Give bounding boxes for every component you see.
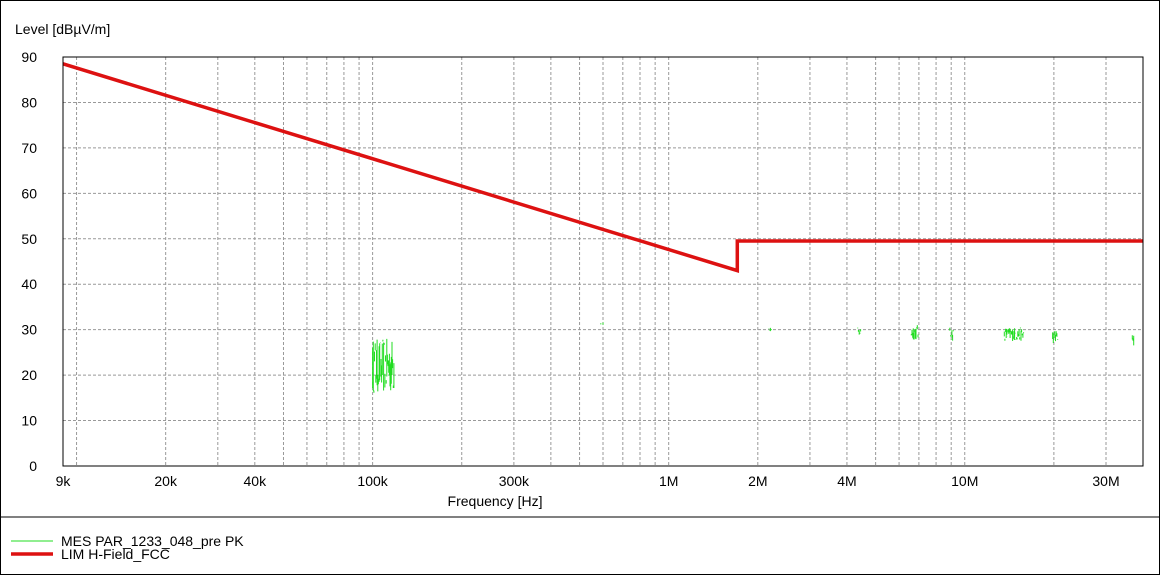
legend-entry-label: MES PAR_1233_048_pre PK: [61, 533, 244, 549]
measurement-cluster: [1003, 327, 1025, 341]
y-tick-label: 10: [21, 413, 37, 429]
x-tick-label: 100k: [357, 473, 388, 489]
measurement-cluster: [768, 327, 772, 332]
y-tick-label: 70: [21, 140, 37, 156]
legend-entry-label: LIM H-Field_FCC: [61, 546, 170, 562]
y-tick-label: 50: [21, 231, 37, 247]
measurement-cluster: [949, 327, 954, 341]
measurement-cluster: [1052, 331, 1059, 343]
measurement-cluster: [1131, 335, 1135, 346]
y-axis-label: Level [dBµV/m]: [15, 21, 110, 37]
y-tick-label: 30: [21, 322, 37, 338]
x-tick-label: 1M: [659, 473, 678, 489]
y-tick-label: 20: [21, 367, 37, 383]
x-tick-label: 40k: [244, 473, 268, 489]
measurement-cluster: [372, 338, 395, 393]
y-tick-label: 90: [21, 49, 37, 65]
x-tick-label: 9k: [56, 473, 72, 489]
y-tick-labels: 0 10 20 30 40 50 60 70 80 90: [21, 49, 37, 474]
x-tick-label: 20k: [154, 473, 178, 489]
measurement-cluster: [857, 327, 862, 335]
series-layer: [62, 62, 1143, 393]
x-tick-label: 2M: [748, 473, 767, 489]
y-tick-label: 0: [29, 458, 37, 474]
x-tick-label: 30M: [1092, 473, 1119, 489]
x-tick-label: 10M: [951, 473, 978, 489]
y-tick-label: 80: [21, 94, 37, 110]
y-tick-label: 60: [21, 185, 37, 201]
y-tick-label: 40: [21, 276, 37, 292]
measurement-cluster: [910, 325, 919, 340]
limit-line: [62, 62, 1143, 273]
plot-border: [62, 56, 1144, 467]
x-tick-label: 300k: [499, 473, 530, 489]
x-tick-labels: 9k 20k 40k 100k 300k 1M 2M 4M 10M 30M: [56, 473, 1120, 489]
x-tick-label: 4M: [837, 473, 856, 489]
x-axis-label: Frequency [Hz]: [448, 493, 543, 509]
